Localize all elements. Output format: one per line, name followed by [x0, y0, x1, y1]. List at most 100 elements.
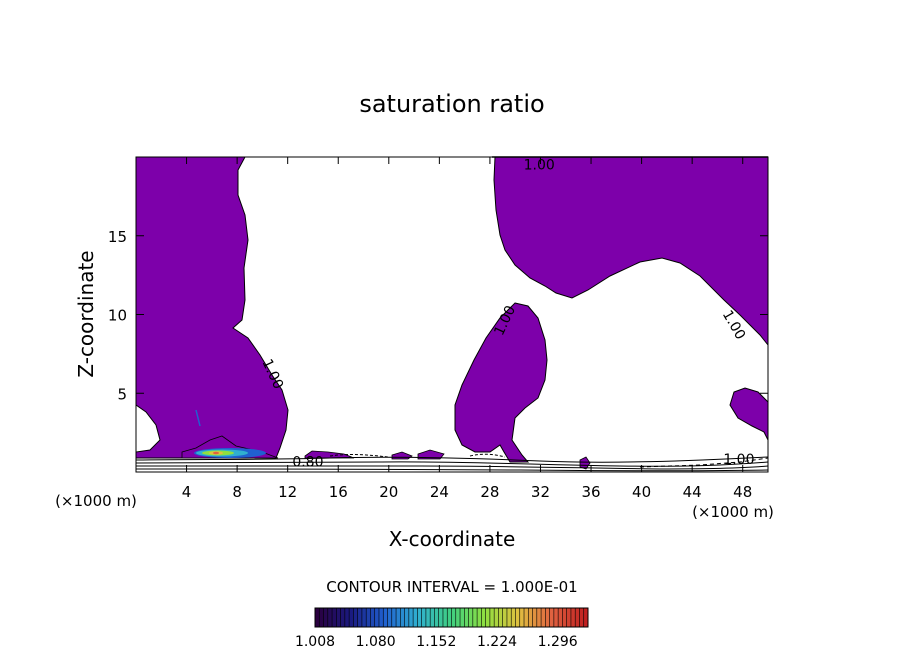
colorbar-stripe-23 [413, 608, 418, 627]
colorbar-stripe-46 [511, 608, 516, 627]
x-unit-left: (×1000 m) [55, 492, 137, 510]
y-tick-label-10: 10 [108, 307, 127, 325]
colorbar-stripe-45 [506, 608, 512, 627]
colorbar-stripe-6 [340, 608, 346, 627]
x-tick-label-48: 48 [733, 483, 752, 501]
colorbar-stripe-14 [374, 608, 380, 627]
colorbar-stripe-4 [332, 608, 337, 627]
colorbar-tick-label-4: 1.296 [538, 634, 578, 650]
colorbar-stripe-11 [361, 608, 367, 627]
colorbar-stripe-59 [566, 608, 572, 627]
colorbar-stripe-38 [477, 608, 482, 627]
plot-area [135, 156, 769, 473]
supersaturated-region-center [454, 302, 548, 463]
colorbar-stripe-28 [434, 608, 440, 627]
colorbar-frame [314, 607, 589, 628]
colorbar-stripe-40 [485, 608, 491, 627]
colorbar-stripe-0 [315, 608, 320, 627]
colorbar-stripe-48 [519, 608, 525, 627]
colorbar-stripe-33 [455, 608, 461, 627]
x-unit-right: (×1000 m) [692, 503, 774, 521]
colorbar-stripe-29 [438, 608, 444, 627]
colorbar-stripe-37 [472, 608, 478, 627]
colorbar-stripe-5 [336, 608, 342, 627]
x-tick-label-28: 28 [480, 483, 499, 501]
colorbar-stripe-41 [489, 608, 495, 627]
colorbar-stripe-32 [451, 608, 457, 627]
colorbar-stripe-56 [553, 608, 559, 627]
supersaturated-region-left [135, 156, 289, 459]
colorbar-tick-label-0: 1.008 [295, 634, 335, 650]
colorbar-stripe-26 [425, 608, 431, 627]
contour-label-5: 1.00 [723, 452, 754, 468]
colorbar-stripe-35 [464, 608, 470, 627]
surface-contour-lines [135, 453, 769, 472]
contour-label-2: 1.00 [524, 158, 555, 174]
colorbar-stripe-1 [319, 608, 325, 627]
contour-interval-note: CONTOUR INTERVAL = 1.000E-01 [326, 578, 577, 596]
colorbar-stripe-34 [460, 608, 465, 627]
contour-label-4: 0.80 [292, 454, 323, 470]
supersaturated-region-right [493, 156, 769, 347]
colorbar-stripe-47 [515, 608, 521, 627]
colorbar-stripe-8 [349, 608, 354, 627]
colorbar-stripe-53 [541, 608, 546, 627]
colorbar-stripe-13 [370, 608, 376, 627]
colorbar-stripe-31 [447, 608, 452, 627]
x-tick-label-24: 24 [430, 483, 449, 501]
x-tick-label-20: 20 [379, 483, 398, 501]
colorbar-stripe-39 [481, 608, 487, 627]
x-tick-label-32: 32 [531, 483, 550, 501]
x-tick-label-36: 36 [581, 483, 600, 501]
colorbar-stripe-57 [558, 608, 563, 627]
supersaturated-region-small-right [729, 387, 769, 441]
colorbar-tick-label-2: 1.152 [416, 634, 456, 650]
colorbar: 1.008 1.080 1.152 1.224 1.296 [295, 607, 589, 650]
colorbar-stripe-20 [400, 608, 406, 627]
x-tick-label-40: 40 [632, 483, 651, 501]
colorbar-stripe-27 [430, 608, 435, 627]
chart-title: saturation ratio [359, 90, 544, 118]
colorbar-stripe-24 [417, 608, 423, 627]
x-tick-label-8: 8 [232, 483, 242, 501]
y-tick-label-5: 5 [117, 385, 127, 403]
x-axis-ticks: 4 8 12 16 20 24 28 32 36 40 44 48 [182, 157, 752, 501]
x-tick-label-16: 16 [329, 483, 348, 501]
colorbar-stripe-21 [404, 608, 410, 627]
colorbar-stripe-51 [532, 608, 538, 627]
colorbar-stripes [314, 608, 589, 627]
x-tick-label-4: 4 [182, 483, 192, 501]
x-tick-label-12: 12 [278, 483, 297, 501]
colorbar-stripe-10 [357, 608, 363, 627]
x-axis-label: X-coordinate [389, 527, 516, 551]
colorbar-stripe-2 [323, 608, 329, 627]
colorbar-stripe-62 [579, 608, 585, 627]
colorbar-tick-labels: 1.008 1.080 1.152 1.224 1.296 [295, 634, 578, 650]
colorbar-stripe-63 [583, 608, 589, 627]
colorbar-stripe-54 [545, 608, 551, 627]
colorbar-stripe-30 [442, 608, 448, 627]
colorbar-stripe-25 [421, 608, 427, 627]
colorbar-stripe-36 [468, 608, 474, 627]
y-axis-label: Z-coordinate [74, 250, 98, 377]
colorbar-stripe-55 [549, 608, 555, 627]
colorbar-stripe-44 [502, 608, 508, 627]
high-saturation-core [194, 409, 266, 458]
colorbar-stripe-19 [396, 608, 401, 627]
colorbar-stripe-42 [494, 608, 499, 627]
y-tick-label-15: 15 [108, 228, 127, 246]
colorbar-stripe-15 [378, 608, 384, 627]
colorbar-stripe-49 [524, 608, 529, 627]
colorbar-stripe-60 [570, 608, 576, 627]
colorbar-stripe-7 [344, 608, 350, 627]
colorbar-stripe-50 [528, 608, 534, 627]
colorbar-stripe-9 [353, 608, 359, 627]
colorbar-stripe-58 [562, 608, 568, 627]
colorbar-stripe-18 [391, 608, 397, 627]
colorbar-stripe-61 [575, 608, 580, 627]
colorbar-stripe-52 [536, 608, 542, 627]
colorbar-stripe-12 [366, 608, 371, 627]
colorbar-stripe-22 [408, 608, 414, 627]
colorbar-stripe-16 [383, 608, 389, 627]
